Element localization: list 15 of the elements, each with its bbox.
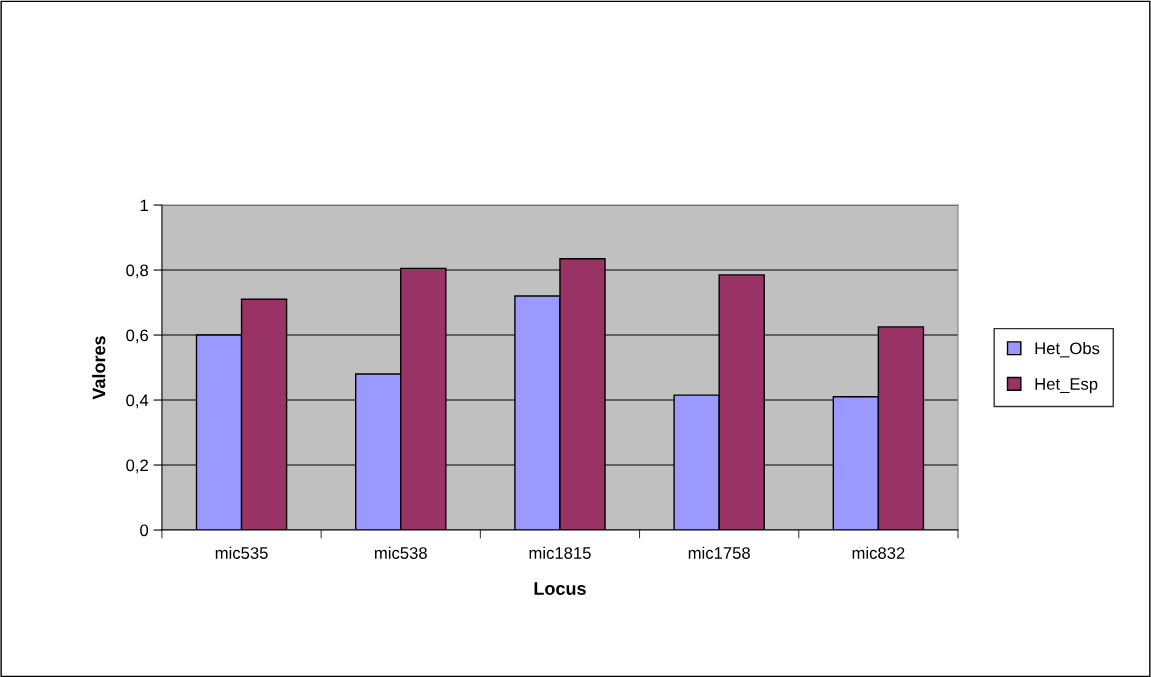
y-tick-label: 0,8 (126, 264, 149, 279)
x-tick-label: mic538 (375, 546, 427, 559)
x-tick-label: mic535 (215, 546, 268, 559)
y-tick-label: 0,2 (126, 459, 148, 474)
x-axis-title: Locus (534, 582, 586, 595)
y-tick-label: 0,4 (126, 394, 149, 409)
x-tick-label: mic1815 (529, 546, 591, 559)
x-tick-label: mic1758 (688, 546, 750, 559)
legend-label: Het_Esp (1035, 378, 1098, 394)
legend-label: Het_Obs (1035, 342, 1100, 358)
y-tick-label: 0 (140, 524, 149, 537)
y-tick-label: 1 (140, 199, 148, 212)
x-tick-label: mic832 (852, 546, 905, 559)
y-tick-label: 0,6 (126, 329, 149, 344)
y-axis-title: Valores (92, 336, 106, 400)
